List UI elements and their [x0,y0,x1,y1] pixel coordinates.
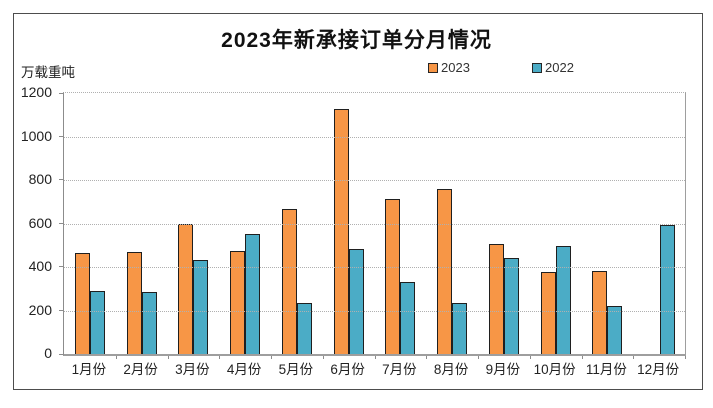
x-axis-boundary-tick-10 [581,356,583,359]
chart-title: 2023年新承接订单分月情况 [221,29,492,52]
bar-2022-7月份 [400,281,416,354]
x-tick-label-2月份: 2月份 [123,362,158,377]
x-tick-label-5月份: 5月份 [278,362,314,377]
bar-2022-4月份 [245,233,261,354]
bar-group-5月份 [271,93,323,354]
x-tick-label-3月份: 3月份 [175,362,210,377]
legend-item-2022: 2022 [532,60,574,75]
bar-2022-6月份 [348,249,364,354]
y-axis-tick-600 [59,223,64,224]
bar-group-3月份 [168,93,220,354]
bar-groups [64,93,685,354]
bar-2023-4月份 [230,251,246,354]
bar-group-9月份 [478,93,530,354]
x-axis-boundary-tick-12 [685,356,686,359]
legend-label-2022: 2022 [545,60,574,75]
bar-2023-3月份 [178,224,194,354]
bar-group-7月份 [375,93,427,354]
bar-group-6月份 [323,93,375,354]
x-axis-boundary-tick-7 [426,356,428,359]
x-tick-label-10月份: 10月份 [533,362,576,377]
legend-swatch-2022-icon [532,62,542,73]
bar-2022-3月份 [193,259,209,354]
x-axis-boundary-tick-6 [374,356,376,359]
x-tick-label-7月份: 7月份 [382,362,417,377]
y-tick-label-1200: 1200 [20,84,52,100]
gridline-600 [64,223,685,225]
x-axis-boundary-tick-8 [478,356,479,359]
bar-2022-11月份 [607,306,623,354]
legend-item-2023: 2023 [428,60,470,75]
bar-2023-1月份 [74,252,90,354]
y-axis-tick-400 [59,266,64,268]
bar-2022-5月份 [296,303,312,354]
x-tick-label-4月份: 4月份 [226,362,262,377]
y-axis-unit-label: 万载重吨 [21,65,75,80]
bar-group-10月份 [530,93,582,354]
gridline-800 [64,180,685,181]
bar-2023-6月份 [333,109,349,354]
x-axis-boundary-tick-1 [115,356,117,359]
bar-group-4月份 [219,93,271,354]
y-tick-label-400: 400 [28,258,52,274]
y-tick-label-200: 200 [28,301,52,318]
y-tick-label-600: 600 [28,214,52,231]
bar-group-12月份 [633,93,685,354]
plot-area [59,92,686,359]
y-tick-label-0: 0 [44,345,52,361]
x-tick-label-8月份: 8月份 [433,362,469,377]
bar-2022-8月份 [452,302,468,354]
x-axis-boundary-tick-4 [271,356,272,359]
y-axis-tick-1200 [59,92,64,94]
bar-group-11月份 [582,93,634,354]
legend-swatch-2023-icon [428,62,438,73]
bar-2023-9月份 [488,243,504,354]
y-axis-tick-1000 [59,135,64,137]
bar-2023-5月份 [281,209,297,354]
x-axis-boundary-tick-5 [322,356,324,359]
bar-group-2月份 [116,93,168,354]
y-axis-tick-200 [59,310,64,311]
gridline-200 [64,310,685,312]
bar-2022-9月份 [503,257,519,354]
x-tick-label-6月份: 6月份 [330,362,365,377]
y-tick-label-800: 800 [28,171,52,187]
x-tick-label-1月份: 1月份 [71,362,107,377]
bar-2023-10月份 [540,272,556,354]
x-tick-label-9月份: 9月份 [485,362,521,377]
x-tick-label-12月份: 12月份 [637,362,680,377]
bar-2022-12月份 [659,224,675,354]
bar-2022-1月份 [89,291,105,354]
gridline-400 [64,267,685,268]
x-axis-boundary-tick-9 [529,356,531,359]
bar-2023-7月份 [385,199,401,354]
x-axis-boundary-tick-3 [219,356,221,359]
x-axis-boundary-tick-11 [633,356,635,359]
y-axis-tick-800 [59,179,64,181]
x-axis-boundary-tick-2 [167,356,169,359]
bar-2023-11月份 [592,271,608,354]
bar-group-1月份 [64,93,116,354]
y-tick-label-1000: 1000 [20,127,52,144]
bar-group-8月份 [426,93,478,354]
bar-2022-10月份 [555,245,571,354]
y-axis-tick-0 [59,353,64,355]
bar-2022-2月份 [141,291,157,354]
bar-2023-8月份 [437,188,453,354]
gridline-1000 [64,136,685,138]
bar-2023-2月份 [126,251,142,354]
x-tick-label-11月份: 11月份 [585,362,627,377]
legend-label-2023: 2023 [441,60,470,75]
x-axis-tick-labels: 1月份 2月份 3月份 4月份 5月份 6月份 7月份 8月份 9月份 10月份 11月份 12月份 [63,358,684,378]
